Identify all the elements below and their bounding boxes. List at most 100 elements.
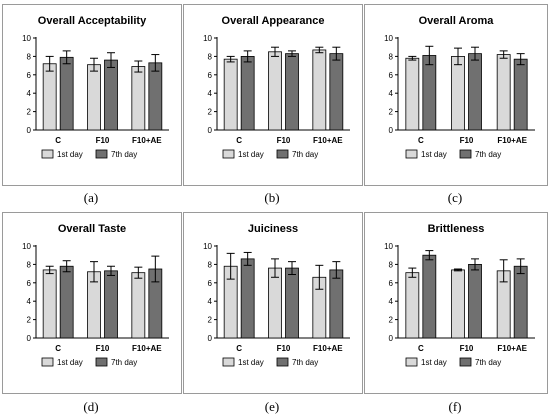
x-tick-label: F10 xyxy=(460,136,474,145)
bar xyxy=(87,64,101,131)
y-tick-label: 8 xyxy=(27,260,32,269)
x-tick-label: F10+AE xyxy=(313,344,343,353)
chart-title: Overall Appearance xyxy=(222,15,325,27)
chart-brittleness: Brittleness 0 2 4 6 8 10 C F10 F10+AE 1st day 7th d… xyxy=(384,223,535,367)
panel-e: Juiciness 0 2 4 6 8 10 C F10 F10+AE 1st day 7th day xyxy=(183,212,363,394)
chart-overall-acceptability: Overall Acceptability 0 2 4 6 8 10 C F10 F10+AE 1s… xyxy=(22,15,169,159)
y-tick-label: 2 xyxy=(208,316,213,325)
bar xyxy=(468,264,482,339)
caption-e: (e) xyxy=(264,399,280,414)
y-tick-label: 8 xyxy=(208,260,213,269)
bar xyxy=(42,269,57,339)
bar xyxy=(513,265,528,339)
x-tick-label: F10+AE xyxy=(497,344,527,353)
x-tick-label: C xyxy=(236,136,242,145)
y-tick-label: 2 xyxy=(27,108,32,117)
y-tick-label: 10 xyxy=(22,242,31,251)
y-tick-label: 10 xyxy=(203,34,212,43)
bar xyxy=(59,265,74,339)
y-tick-label: 0 xyxy=(389,334,394,343)
y-tick-label: 6 xyxy=(389,71,394,80)
legend-swatch xyxy=(276,357,289,367)
legend-swatch xyxy=(41,149,54,159)
bar xyxy=(496,54,511,131)
legend-swatch xyxy=(95,149,108,159)
bar xyxy=(59,56,74,131)
y-tick-label: 4 xyxy=(208,89,213,98)
legend-label: 1st day xyxy=(57,358,83,367)
y-tick-label: 8 xyxy=(27,52,32,61)
bar xyxy=(131,66,146,131)
bar xyxy=(285,53,299,131)
legend-label: 7th day xyxy=(475,358,501,367)
x-tick-label: F10+AE xyxy=(132,136,162,145)
chart-overall-appearance: Overall Appearance 0 2 4 6 8 10 C F10 F10+AE 1st d… xyxy=(203,15,350,159)
legend-label: 1st day xyxy=(238,358,264,367)
panel-b: Overall Appearance 0 2 4 6 8 10 C F10 F10+AE 1st d… xyxy=(183,4,363,186)
chart-title: Juiciness xyxy=(248,223,298,235)
y-tick-label: 2 xyxy=(208,108,213,117)
x-tick-label: F10+AE xyxy=(132,344,162,353)
x-tick-label: C xyxy=(418,136,424,145)
x-tick-label: F10+AE xyxy=(497,136,527,145)
legend-label: 7th day xyxy=(475,150,501,159)
y-tick-label: 6 xyxy=(389,279,394,288)
y-tick-label: 6 xyxy=(27,279,32,288)
legend-swatch xyxy=(459,149,472,159)
y-tick-label: 4 xyxy=(389,89,394,98)
x-tick-label: F10 xyxy=(96,136,110,145)
chart-overall-taste: Overall Taste 0 2 4 6 8 10 C F10 F10+AE 1st day 7th… xyxy=(22,223,169,367)
legend-label: 1st day xyxy=(421,358,447,367)
legend-label: 1st day xyxy=(421,150,447,159)
y-tick-label: 0 xyxy=(389,126,394,135)
bar xyxy=(405,57,420,131)
chart-title: Overall Taste xyxy=(58,223,126,235)
x-tick-label: C xyxy=(55,344,61,353)
bar xyxy=(42,63,57,131)
chart-overall-aroma: Overall Aroma 0 2 4 6 8 10 C F10 F10+AE 1st day 7th… xyxy=(384,15,535,159)
panel-f: Brittleness 0 2 4 6 8 10 C F10 F10+AE 1st day 7th d… xyxy=(364,212,548,394)
caption-b: (b) xyxy=(264,190,280,205)
y-tick-label: 6 xyxy=(208,279,213,288)
legend-swatch xyxy=(459,357,472,367)
panel-c: Overall Aroma 0 2 4 6 8 10 C F10 F10+AE 1st day 7th… xyxy=(364,4,548,186)
y-tick-label: 2 xyxy=(27,316,32,325)
legend-swatch xyxy=(405,357,418,367)
legend-label: 7th day xyxy=(111,150,137,159)
legend-label: 7th day xyxy=(292,358,318,367)
panel-d: Overall Taste 0 2 4 6 8 10 C F10 F10+AE 1st day 7th… xyxy=(2,212,182,394)
y-tick-label: 4 xyxy=(208,297,213,306)
caption-d: (d) xyxy=(83,399,99,414)
legend-swatch xyxy=(95,357,108,367)
y-tick-label: 10 xyxy=(384,242,393,251)
y-tick-label: 0 xyxy=(208,334,213,343)
y-tick-label: 6 xyxy=(27,71,32,80)
y-tick-label: 10 xyxy=(384,34,393,43)
x-tick-label: F10 xyxy=(277,136,291,145)
y-tick-label: 0 xyxy=(27,126,32,135)
caption-f: (f) xyxy=(448,399,462,414)
bar xyxy=(312,49,327,131)
y-tick-label: 8 xyxy=(389,52,394,61)
bar xyxy=(148,62,163,131)
bar xyxy=(451,56,465,131)
y-tick-label: 10 xyxy=(22,34,31,43)
bar xyxy=(405,272,420,339)
chart-title: Brittleness xyxy=(428,223,485,235)
y-tick-label: 4 xyxy=(27,89,32,98)
caption-c: (c) xyxy=(447,190,463,205)
caption-a: (a) xyxy=(83,190,99,205)
legend-swatch xyxy=(222,357,235,367)
x-tick-label: C xyxy=(55,136,61,145)
bar xyxy=(329,53,344,131)
bar xyxy=(329,269,344,339)
x-tick-label: F10 xyxy=(96,344,110,353)
legend-label: 1st day xyxy=(238,150,264,159)
bar xyxy=(240,56,255,131)
legend-swatch xyxy=(276,149,289,159)
bar xyxy=(268,51,282,131)
bar xyxy=(104,59,118,131)
y-tick-label: 8 xyxy=(389,260,394,269)
bar xyxy=(422,254,437,339)
legend-label: 1st day xyxy=(57,150,83,159)
